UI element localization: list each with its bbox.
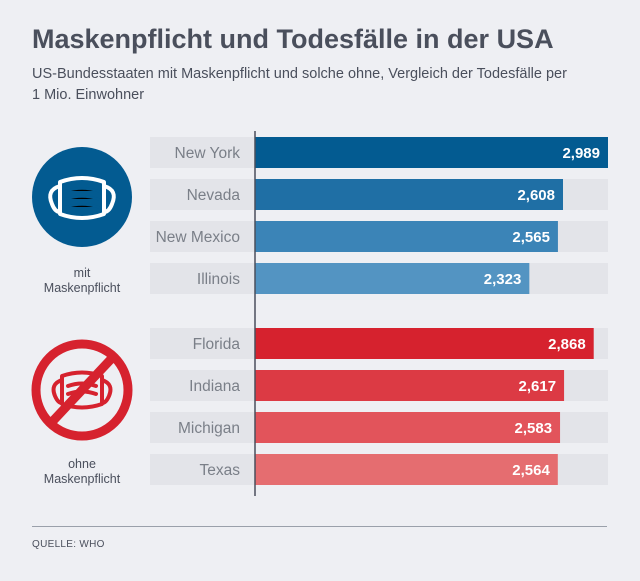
category-label-bg-nevada <box>150 179 255 210</box>
value-label-nevada: 2,608 <box>517 187 555 204</box>
category-label-nevada: Nevada <box>187 187 241 204</box>
value-label-new-york: 2,989 <box>562 145 600 162</box>
category-label-bg-texas <box>150 454 255 485</box>
value-labels: 2,989 2,608 2,565 2,323 2,868 2,617 2,583 2,564 <box>484 145 600 479</box>
bars-layer <box>150 137 608 485</box>
bar-nevada <box>255 179 564 210</box>
group-label-without-mask-line1: ohne <box>68 457 96 471</box>
group-label-with-mask: mit Maskenpflicht <box>22 266 142 296</box>
category-label-indiana: Indiana <box>189 378 240 395</box>
value-label-texas: 2,564 <box>512 462 550 479</box>
category-label-texas: Texas <box>200 462 241 479</box>
source-note: QUELLE: WHO <box>32 539 105 550</box>
category-label-bg-new-york <box>150 137 255 168</box>
category-label-new-mexico: New Mexico <box>156 229 240 246</box>
group-label-without-mask-line2: Maskenpflicht <box>43 472 121 486</box>
value-label-illinois: 2,323 <box>484 271 522 288</box>
bar-new-york <box>255 137 608 168</box>
category-label-illinois: Illinois <box>197 271 240 288</box>
category-label-bg-indiana <box>150 370 255 401</box>
category-label-bg-michigan <box>150 412 255 443</box>
group-label-with-mask-line1: mit <box>73 266 91 280</box>
value-label-new-mexico: 2,565 <box>512 229 550 246</box>
category-label-florida: Florida <box>193 336 241 353</box>
footer-divider <box>32 526 607 527</box>
group-label-with-mask-line2: Maskenpflicht <box>43 281 121 295</box>
bar-michigan <box>255 412 561 443</box>
mask-icon <box>32 147 132 247</box>
chart-subtitle: US-Bundesstaaten mit Maskenpflicht und s… <box>32 66 567 103</box>
value-label-indiana: 2,617 <box>519 378 557 395</box>
category-label-bg-illinois <box>150 263 255 294</box>
value-label-michigan: 2,583 <box>515 420 553 437</box>
bar-indiana <box>255 370 565 401</box>
category-label-michigan: Michigan <box>178 420 240 437</box>
category-label-new-york: New York <box>175 145 241 162</box>
no-mask-icon <box>31 339 133 441</box>
chart-title: Maskenpflicht und Todesfälle in der USA <box>32 24 554 54</box>
category-label-bg-florida <box>150 328 255 359</box>
bar-texas <box>255 454 558 485</box>
group-label-without-mask: ohne Maskenpflicht <box>22 457 142 487</box>
bar-florida <box>255 328 594 359</box>
category-label-bg-new-mexico <box>150 221 255 252</box>
bar-illinois <box>255 263 530 294</box>
bar-new-mexico <box>255 221 558 252</box>
category-labels: New York Nevada New Mexico Illinois Florida I… <box>156 145 241 479</box>
value-label-florida: 2,868 <box>548 336 586 353</box>
